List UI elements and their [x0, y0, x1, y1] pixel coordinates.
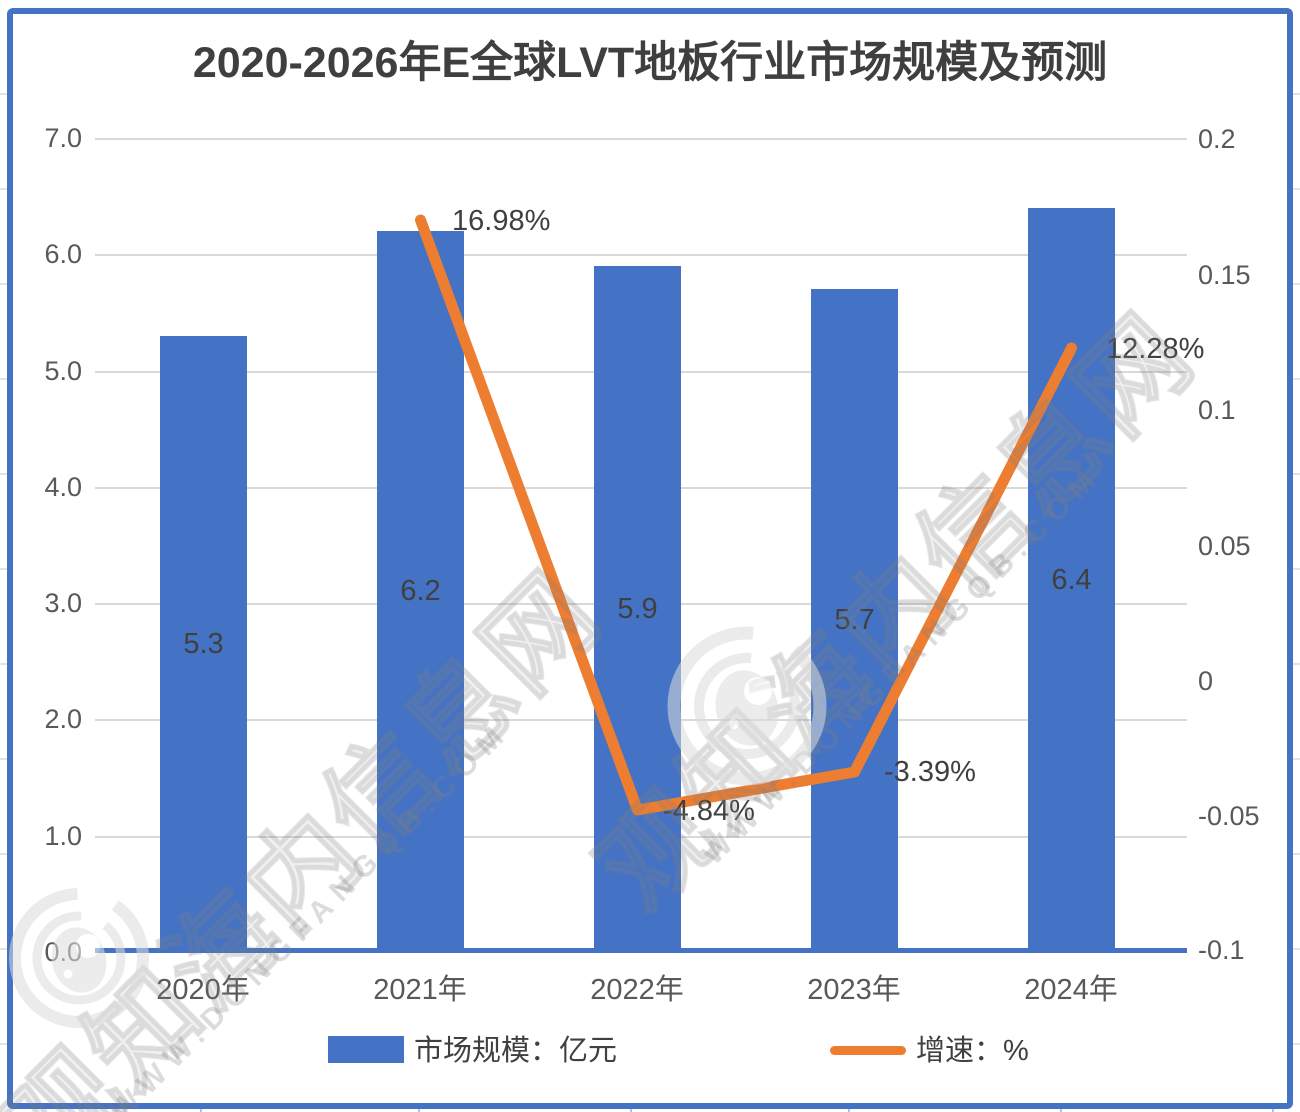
- cell-gridline: [1060, 1106, 1062, 1112]
- left-axis-tick: 1.0: [44, 821, 82, 851]
- left-axis-tick: 0.0: [44, 937, 82, 967]
- right-axis-tick: 0: [1198, 666, 1214, 696]
- cell-gridline: [418, 1106, 420, 1112]
- legend-bar-swatch: [328, 1036, 404, 1063]
- right-axis-tick: 0.1: [1198, 395, 1236, 425]
- left-axis-tick: 3.0: [44, 588, 82, 618]
- cell-gridline: [200, 1106, 202, 1112]
- right-axis-tick: 0.15: [1198, 260, 1251, 290]
- left-axis-tick: 2.0: [44, 704, 82, 734]
- bar-2020: [160, 336, 247, 948]
- spreadsheet-edge-bottom: [0, 1106, 1300, 1112]
- spreadsheet-edge-left: [0, 0, 7, 1112]
- right-axis-tick: -0.1: [1198, 935, 1245, 965]
- x-axis-label: 2024年: [1024, 974, 1118, 1006]
- line-value-label: 16.98%: [452, 205, 551, 237]
- legend-bar-label: 市场规模：亿元: [414, 1035, 618, 1067]
- left-axis-tick: 6.0: [44, 239, 82, 269]
- bar-value-label: 6.2: [400, 575, 441, 607]
- right-axis-tick: -0.05: [1198, 801, 1260, 831]
- right-axis-tick: 0.2: [1198, 124, 1236, 154]
- cell-gridline: [630, 1106, 632, 1112]
- x-axis-label: 2023年: [807, 974, 901, 1006]
- right-axis-tick: 0.05: [1198, 531, 1251, 561]
- x-axis-line: [95, 948, 1187, 953]
- line-value-label: 12.28%: [1106, 333, 1205, 365]
- legend-line-label: 增速：%: [916, 1035, 1029, 1067]
- left-axis-tick: 4.0: [44, 472, 82, 502]
- bar-value-label: 5.3: [183, 628, 224, 660]
- left-axis-tick: 5.0: [44, 356, 82, 386]
- line-value-label: -3.39%: [884, 756, 976, 788]
- chart-title: 2020-2026年E全球LVT地板行业市场规模及预测: [192, 39, 1108, 87]
- bar-value-label: 5.9: [617, 593, 658, 625]
- bar-value-label: 5.7: [834, 604, 875, 636]
- x-axis-label: 2021年: [373, 974, 467, 1006]
- gridline-7: [95, 138, 1187, 140]
- legend-line-swatch: [830, 1046, 906, 1055]
- line-value-label: -4.84%: [663, 795, 755, 827]
- bar-value-label: 6.4: [1051, 564, 1092, 596]
- spreadsheet-edge-right: [1293, 0, 1300, 1112]
- left-axis-tick: 7.0: [44, 123, 82, 153]
- x-axis-label: 2022年: [590, 974, 684, 1006]
- x-axis-label: 2020年: [156, 974, 250, 1006]
- cell-gridline: [848, 1106, 850, 1112]
- gridline-6: [95, 254, 1187, 256]
- cell-gridline: [1272, 1106, 1274, 1112]
